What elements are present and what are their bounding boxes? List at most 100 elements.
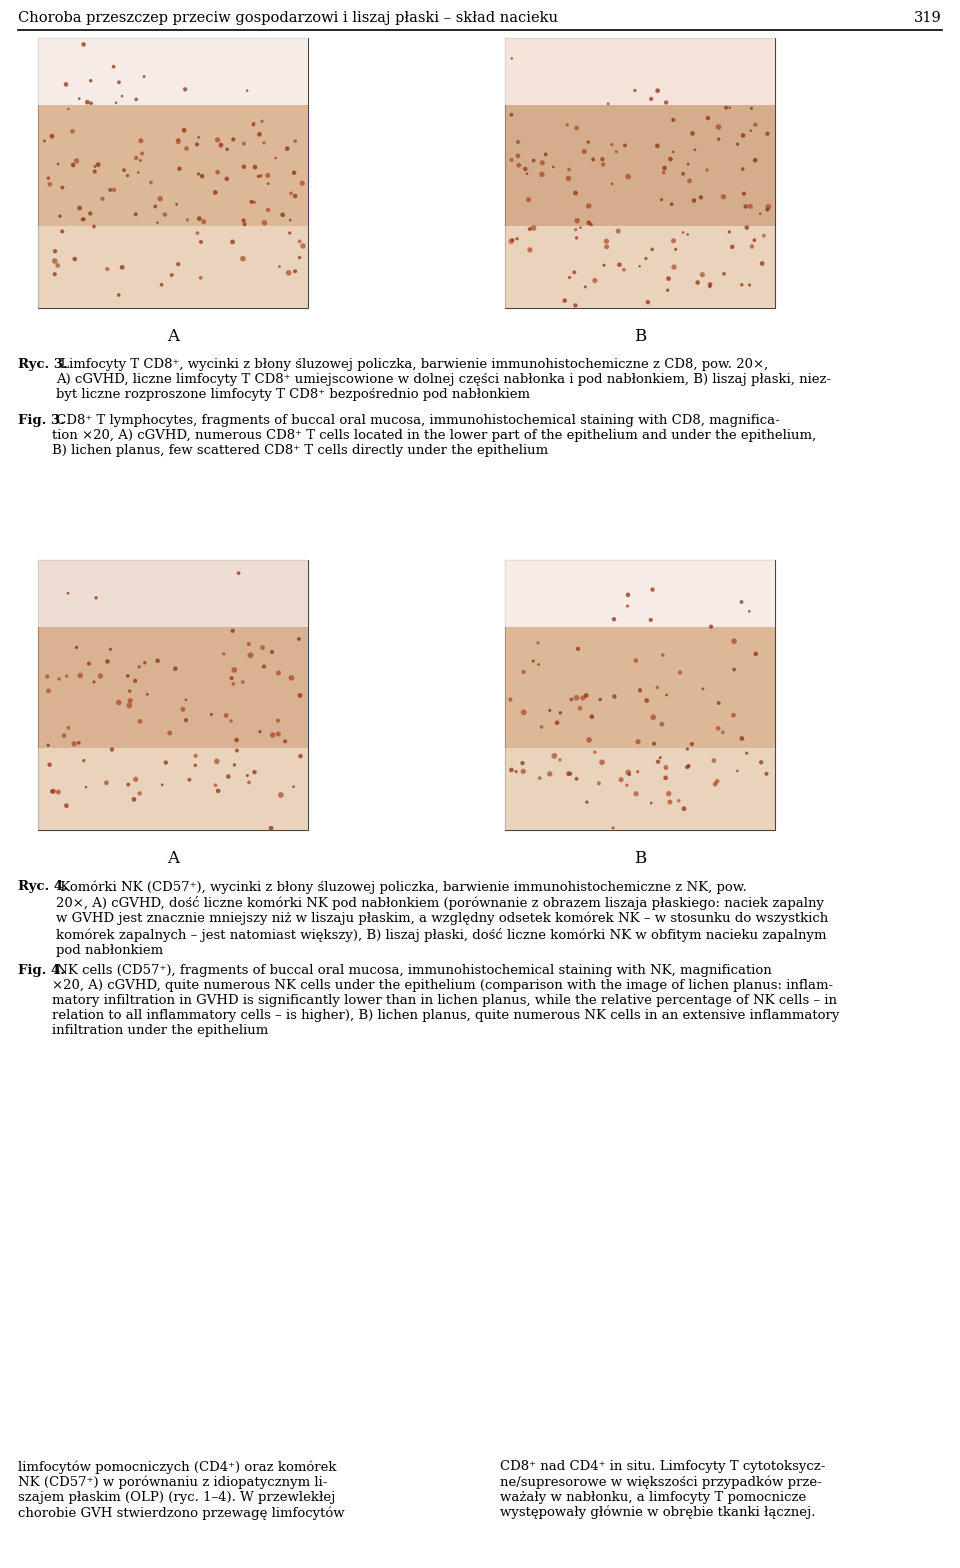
Point: [86, 670, 102, 695]
Point: [103, 177, 118, 202]
Point: [604, 132, 619, 157]
Point: [227, 657, 242, 682]
Point: [153, 187, 168, 212]
Point: [76, 31, 91, 56]
Point: [633, 677, 648, 702]
Point: [594, 147, 610, 172]
Bar: [505, 560, 775, 627]
Point: [150, 210, 165, 235]
Point: [120, 163, 135, 188]
Point: [256, 654, 272, 679]
Point: [287, 129, 302, 154]
Point: [291, 626, 306, 651]
Point: [216, 641, 231, 666]
Point: [171, 127, 186, 152]
Point: [292, 245, 307, 270]
Point: [680, 754, 695, 779]
Point: [735, 157, 751, 182]
Point: [534, 715, 549, 740]
Point: [69, 149, 84, 174]
Point: [293, 743, 308, 768]
Text: limfocytów pomocniczych (CD4⁺) oraz komórek
NK (CD57⁺) w porównaniu z idiopatycz: limfocytów pomocniczych (CD4⁺) oraz komó…: [18, 1460, 345, 1519]
Point: [726, 702, 741, 728]
Point: [759, 198, 775, 223]
Point: [193, 265, 208, 290]
Point: [659, 754, 674, 779]
Point: [254, 108, 270, 133]
Point: [171, 251, 186, 276]
Point: [759, 121, 775, 146]
Point: [191, 162, 206, 187]
Point: [213, 133, 228, 158]
Point: [730, 759, 745, 784]
Point: [60, 715, 76, 740]
Point: [607, 684, 622, 709]
Point: [195, 163, 210, 188]
Point: [88, 585, 104, 610]
Point: [743, 194, 758, 220]
Point: [650, 674, 665, 699]
Point: [684, 732, 700, 757]
Point: [277, 729, 293, 754]
Point: [553, 701, 568, 726]
Point: [239, 78, 254, 103]
Point: [646, 731, 661, 756]
Bar: [505, 38, 775, 105]
Point: [703, 271, 718, 296]
Point: [613, 767, 629, 792]
Point: [599, 229, 614, 254]
Point: [619, 773, 635, 798]
Point: [581, 193, 596, 218]
Point: [760, 194, 776, 220]
Point: [226, 671, 241, 696]
Point: [569, 116, 585, 141]
Point: [631, 729, 646, 754]
Point: [526, 147, 541, 172]
Point: [542, 762, 558, 787]
Point: [204, 702, 219, 728]
Point: [650, 750, 665, 775]
Point: [42, 753, 58, 778]
Point: [128, 668, 143, 693]
Point: [46, 779, 61, 804]
Point: [296, 234, 311, 259]
Point: [575, 685, 590, 710]
Point: [588, 740, 603, 765]
Point: [75, 207, 90, 232]
Point: [122, 679, 137, 704]
Bar: [505, 748, 775, 829]
Point: [36, 129, 52, 154]
Point: [659, 89, 674, 114]
Point: [568, 685, 584, 710]
Point: [41, 679, 57, 704]
Point: [573, 215, 588, 240]
Point: [265, 723, 280, 748]
Point: [557, 289, 572, 314]
Point: [666, 254, 682, 279]
Point: [210, 127, 226, 152]
Point: [189, 132, 204, 157]
Point: [517, 157, 533, 182]
Point: [510, 226, 525, 251]
Point: [271, 660, 286, 685]
Point: [131, 160, 146, 185]
Point: [132, 147, 148, 172]
Point: [525, 649, 540, 674]
Point: [237, 212, 252, 237]
Point: [748, 147, 763, 172]
Bar: [38, 226, 308, 307]
Point: [748, 113, 763, 138]
Point: [561, 166, 576, 191]
Point: [567, 180, 583, 205]
Point: [176, 696, 191, 721]
Point: [155, 771, 170, 797]
Point: [235, 670, 251, 695]
Point: [87, 154, 103, 179]
Point: [739, 215, 755, 240]
Point: [658, 765, 673, 790]
Point: [251, 163, 266, 188]
Point: [600, 91, 615, 116]
Point: [225, 618, 240, 643]
Point: [260, 163, 276, 188]
Point: [562, 157, 577, 182]
